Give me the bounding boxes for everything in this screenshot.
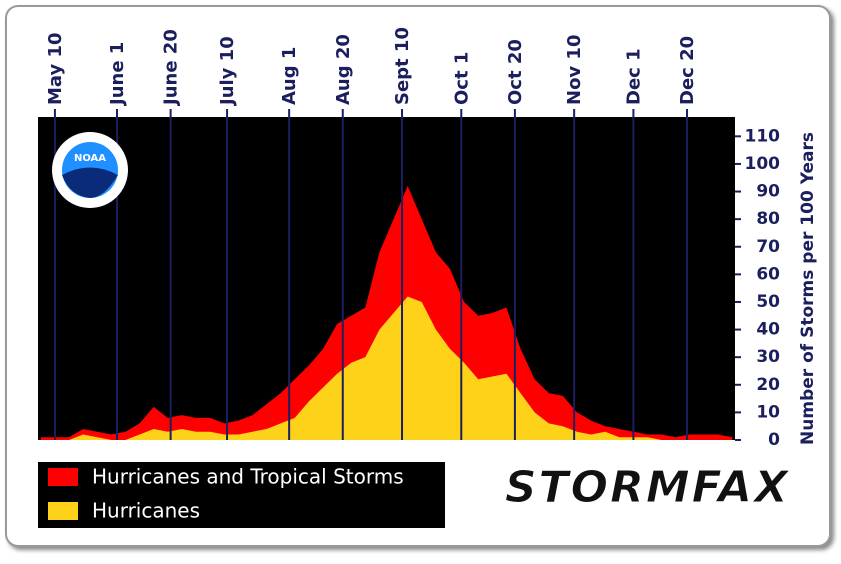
x-tick-label: June 20: [161, 29, 182, 107]
legend-swatch: [48, 502, 78, 520]
logo-wave: [62, 167, 118, 198]
x-tick-label: Dec 1: [623, 48, 644, 105]
y-tick-label: 50: [756, 292, 780, 312]
y-tick-label: 0: [768, 430, 780, 450]
x-tick-label: June 1: [107, 42, 128, 107]
y-tick-label: 60: [756, 264, 780, 284]
brand: STORMFAX: [505, 462, 790, 513]
area: [40, 296, 733, 440]
legend-label: Hurricanes: [92, 499, 200, 523]
x-tick-label: Dec 20: [677, 36, 698, 105]
x-tick-label: Aug 20: [333, 34, 354, 105]
x-tick-label: Oct 1: [451, 52, 472, 105]
y-axis-label: Number of Storms per 100 Years: [798, 132, 818, 445]
y-tick-label: 40: [756, 320, 780, 340]
y-tick-label: 80: [756, 209, 780, 229]
legend-box: [38, 462, 445, 528]
legend-label: Hurricanes and Tropical Storms: [92, 465, 404, 489]
y-tick-label: 110: [745, 126, 781, 146]
y-tick-label: 90: [756, 182, 780, 202]
y-tick-label: 100: [745, 154, 781, 174]
x-tick-label: Oct 20: [505, 39, 526, 105]
legend-swatch: [48, 468, 78, 486]
noaa-logo: NOAA: [52, 132, 128, 208]
x-tick-label: May 10: [45, 32, 66, 105]
x-tick-label: Aug 1: [279, 47, 300, 105]
x-tick-label: Sept 10: [392, 27, 413, 105]
area: [40, 186, 733, 440]
y-tick-label: 30: [756, 347, 780, 367]
logo-text: NOAA: [74, 153, 106, 164]
y-tick-label: 20: [756, 375, 780, 395]
y-tick-label: 10: [756, 402, 780, 422]
x-tick-label: July 10: [217, 36, 238, 107]
y-tick-label: 70: [756, 237, 780, 257]
x-tick-label: Nov 10: [564, 35, 585, 105]
